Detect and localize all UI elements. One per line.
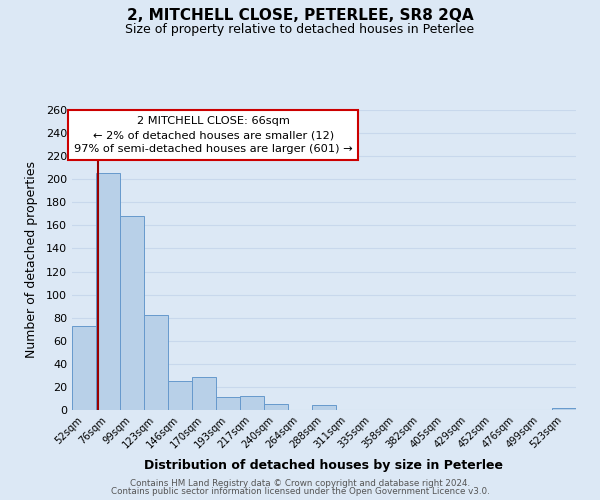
Bar xyxy=(192,376,216,410)
Bar xyxy=(552,408,576,410)
Text: 2 MITCHELL CLOSE: 66sqm
← 2% of detached houses are smaller (12)
97% of semi-det: 2 MITCHELL CLOSE: 66sqm ← 2% of detached… xyxy=(74,116,352,154)
Bar xyxy=(144,316,168,410)
Bar xyxy=(240,396,264,410)
Text: Size of property relative to detached houses in Peterlee: Size of property relative to detached ho… xyxy=(125,22,475,36)
Bar xyxy=(264,404,288,410)
Text: Contains public sector information licensed under the Open Government Licence v3: Contains public sector information licen… xyxy=(110,487,490,496)
Bar xyxy=(216,398,240,410)
Bar xyxy=(312,406,336,410)
Text: Contains HM Land Registry data © Crown copyright and database right 2024.: Contains HM Land Registry data © Crown c… xyxy=(130,478,470,488)
Bar xyxy=(96,174,120,410)
X-axis label: Distribution of detached houses by size in Peterlee: Distribution of detached houses by size … xyxy=(145,459,503,472)
Bar xyxy=(168,381,192,410)
Y-axis label: Number of detached properties: Number of detached properties xyxy=(25,162,38,358)
Bar xyxy=(120,216,144,410)
Text: 2, MITCHELL CLOSE, PETERLEE, SR8 2QA: 2, MITCHELL CLOSE, PETERLEE, SR8 2QA xyxy=(127,8,473,22)
Bar xyxy=(72,326,96,410)
